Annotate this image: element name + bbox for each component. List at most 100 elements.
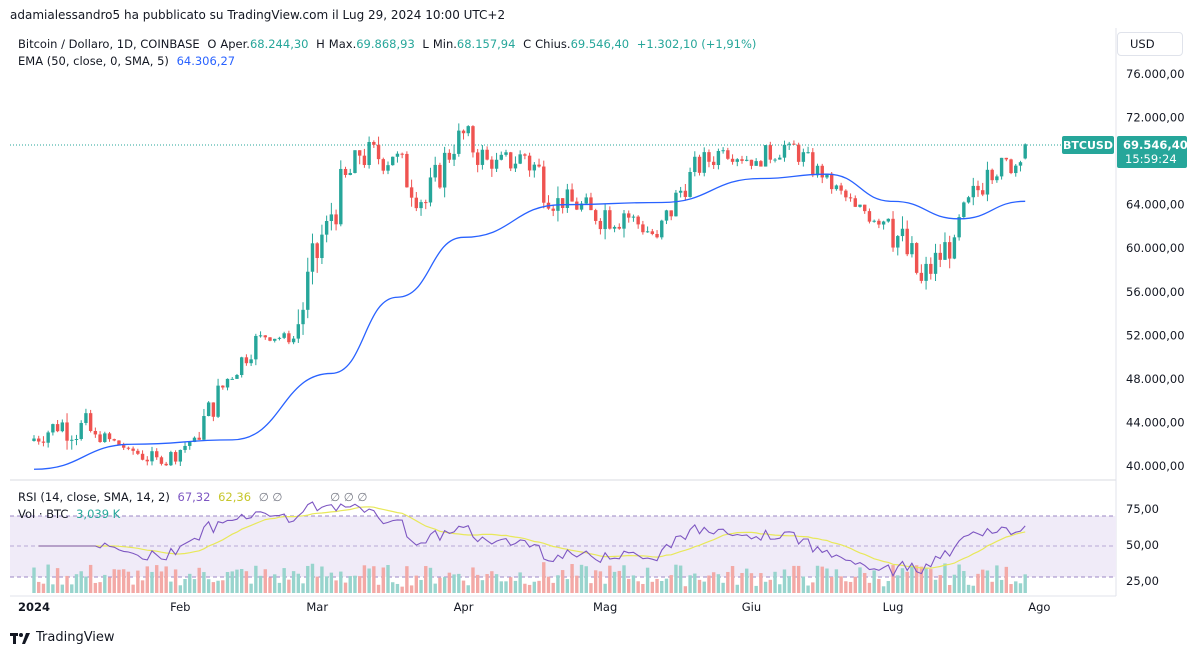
volume-bar [414,575,419,593]
candle-body [707,152,711,162]
volume-bar [178,585,183,593]
candle-body [754,161,758,166]
candle-body [645,231,650,233]
volume-legend[interactable]: Vol · BTC 3,039 K [18,507,124,521]
volume-bar [315,576,319,593]
candle-body [433,164,437,178]
candle-body [206,402,211,417]
volume-bar [943,563,947,593]
time-axis[interactable]: 2024 Feb Mar Apr Mag Giu Lug Ago [18,600,1050,614]
candle-body [622,213,626,229]
candle-body [391,156,395,166]
candle-body [608,210,612,229]
volume-bar [107,577,112,593]
candle-body [447,152,452,160]
currency-button[interactable]: USD [1117,32,1183,56]
candle-body [225,378,230,388]
price-tick-label: 76.000,00 [1126,67,1185,81]
volume-bar [863,572,867,593]
candle-body [107,433,112,440]
price-axis[interactable]: 76.000,0072.000,0068.000,0064.000,0060.0… [1126,67,1185,473]
volume-bar [660,580,664,593]
volume-bar [324,576,329,593]
volume-bar [655,578,659,593]
candle-body [254,335,258,360]
symbol-label[interactable]: Bitcoin / Dollaro, 1D, COINBASE [18,37,200,51]
volume-bar [150,571,154,593]
candle-body [792,143,796,145]
price-tag-countdown: 15:59:24 [1125,152,1177,166]
candle-body [461,130,466,134]
candle-body [268,337,272,341]
volume-bar [103,574,107,593]
volume-bar [811,582,815,593]
candle-body [504,152,508,155]
ema-legend[interactable]: EMA (50, close, 0, SMA, 5) 64.306,27 [18,54,239,68]
candle-body [131,448,135,451]
volume-bar [891,565,895,593]
candle-body [848,197,853,199]
candle-body [301,309,305,325]
rsi-axis[interactable]: 75,00 50,00 25,00 [1126,502,1159,588]
volume-bar [197,567,201,593]
volume-bar [433,583,437,593]
candle-body [310,243,315,272]
candle-body [150,451,154,462]
candle-body [990,169,994,181]
candle-body [1023,144,1027,159]
price-tick-label: 64.000,00 [1126,198,1185,212]
vol-label: Vol · BTC [18,507,69,521]
volume-bar [457,573,461,593]
volume-bar [919,566,924,593]
candle-body [900,228,905,237]
candle-body [877,220,881,225]
candle-body [612,226,617,229]
volume-bar [211,582,216,593]
chart-canvas[interactable]: 76.000,0072.000,0068.000,0064.000,0060.0… [0,28,1200,626]
volume-bar [339,571,343,593]
volume-bar [763,581,768,593]
candle-body [367,141,371,165]
candle-body [631,216,636,218]
candle-body [112,439,116,441]
volume-bar [900,568,905,593]
chart-area[interactable]: 76.000,0072.000,0068.000,0064.000,0060.0… [0,28,1200,626]
candle-body [235,374,239,379]
volume-bar [121,569,126,593]
candle-body [518,154,522,164]
candle-body [145,459,149,462]
volume-bar [164,566,168,593]
candle-body [664,210,669,221]
volume-bar [357,576,362,593]
candle-body [716,150,721,166]
rsi-extra: ∅ ∅ [258,490,283,504]
volume-bar [740,573,744,593]
candle-body [372,141,376,145]
price-tag-symbol: BTCUSD [1063,139,1113,152]
volume-bars [32,562,1027,593]
volume-bar [480,580,485,593]
candle-body [962,202,966,218]
rsi-legend[interactable]: RSI (14, close, SMA, 14, 2) 67,32 62,36 … [18,490,371,504]
volume-bar [933,579,938,593]
volume-bar [461,580,466,593]
price-tag-price: 69.546,40 [1123,138,1188,152]
candle-body [697,156,702,173]
candle-body [674,192,678,217]
candle-body [933,252,938,274]
tradingview-footer[interactable]: TradingView [10,630,115,645]
volume-bar [32,567,36,593]
volume-bar [669,575,673,593]
candle-body [428,177,433,203]
candle-body [763,145,768,167]
candle-body [362,155,367,165]
candle-body [466,126,470,134]
candle-body [79,422,83,440]
candle-body [867,211,872,222]
volume-bar [79,571,83,593]
price-tick-label: 52.000,00 [1126,328,1185,342]
candle-body [575,201,579,210]
candle-body [957,217,961,238]
volume-bar [631,575,636,593]
volume-bar [593,570,598,593]
